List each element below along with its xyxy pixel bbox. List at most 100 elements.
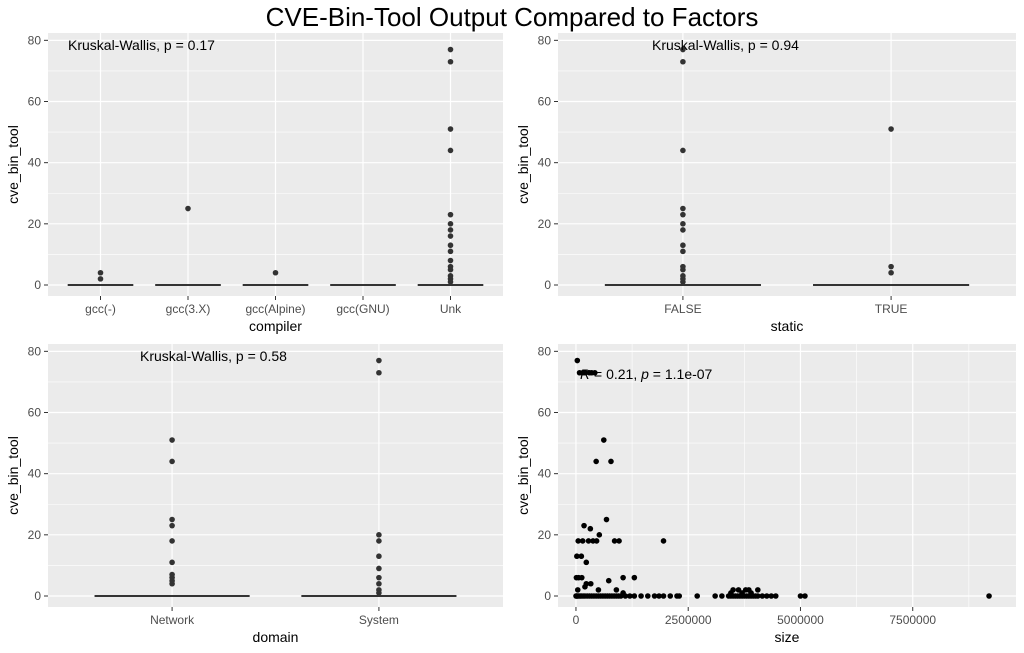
y-axis-label: cve_bin_tool <box>515 125 531 204</box>
y-tick-label: 60 <box>28 406 42 420</box>
y-tick-label: 20 <box>28 528 42 542</box>
x-tick-label: 7500000 <box>889 613 936 627</box>
y-tick-label: 40 <box>538 467 552 481</box>
scatter-point <box>575 538 582 544</box>
scatter-point <box>622 593 629 599</box>
scatter-point <box>660 538 667 544</box>
scatter-point <box>694 593 700 599</box>
stat-annotation-annotation: = 0.21, <box>590 366 641 382</box>
y-tick-label: 80 <box>538 344 552 358</box>
outlier-point <box>447 273 454 279</box>
scatter-point <box>582 584 588 590</box>
scatter-point <box>578 574 585 581</box>
scatter-point <box>611 538 618 544</box>
outlier-point <box>447 248 454 255</box>
scatter-point <box>574 587 581 593</box>
x-tick-label: gcc(GNU) <box>336 302 389 316</box>
outlier-point <box>447 126 454 132</box>
y-tick-label: 40 <box>538 156 552 170</box>
scatter-point <box>712 593 718 599</box>
scatter-point <box>638 593 644 599</box>
scatter-point <box>627 593 633 599</box>
scatter-point <box>645 593 651 599</box>
outlier-point <box>888 269 894 276</box>
outlier-point <box>447 233 454 239</box>
stat-annotation-annotation-r: R <box>580 366 590 382</box>
y-tick-label: 40 <box>28 156 42 170</box>
outlier-point <box>169 516 175 523</box>
y-tick-label: 60 <box>538 95 552 109</box>
scatter-point <box>583 559 590 566</box>
outlier-point <box>376 587 382 593</box>
outlier-point <box>447 242 454 249</box>
panel-background <box>558 344 1016 607</box>
outlier-point <box>680 58 686 65</box>
scatter-point <box>986 593 992 599</box>
panels: 0 20 40 60 80 cve_bin_tool compiler gcc(-) gcc(3… <box>5 33 1016 645</box>
scatter-point <box>768 593 775 599</box>
scatter-point <box>660 593 667 599</box>
outlier-point <box>97 276 104 282</box>
outlier-point <box>447 211 454 218</box>
scatter-point <box>763 593 770 599</box>
x-tick-label: gcc(Alpine) <box>245 302 305 316</box>
y-tick-label: 0 <box>544 589 551 603</box>
outlier-point <box>169 437 175 443</box>
scatter-point <box>656 593 662 599</box>
outlier-point <box>97 269 104 276</box>
scatter-point <box>601 437 607 443</box>
y-tick-label: 80 <box>28 33 42 47</box>
scatter-point <box>608 458 614 465</box>
outlier-point <box>376 538 382 544</box>
x-tick-label: Unk <box>440 302 462 316</box>
scatter-point <box>587 525 594 532</box>
x-tick-label: TRUE <box>875 302 908 316</box>
outlier-point <box>376 532 382 538</box>
outlier-point <box>376 369 382 376</box>
outlier-point <box>680 263 686 270</box>
scatter-point <box>581 522 587 529</box>
scatter-point <box>676 593 683 599</box>
outlier-point <box>888 126 894 132</box>
scatter-point <box>587 580 594 587</box>
scatter-point <box>593 538 600 544</box>
outlier-point <box>376 357 382 364</box>
y-axis-label: cve_bin_tool <box>515 436 531 515</box>
scatter-point <box>582 369 588 376</box>
outlier-point <box>169 538 175 544</box>
outlier-point <box>680 221 686 227</box>
y-tick-label: 0 <box>34 278 41 292</box>
outlier-point <box>169 522 175 529</box>
outlier-point <box>272 269 279 276</box>
scatter-point <box>574 553 580 560</box>
x-axis-label: compiler <box>249 318 302 334</box>
scatter-point <box>596 532 603 538</box>
stat-annotation: Kruskal-Wallis, p = 0.94 <box>652 37 799 53</box>
scatter-point <box>631 593 638 599</box>
outlier-point <box>447 227 454 233</box>
y-tick-label: 20 <box>538 528 552 542</box>
scatter-point <box>574 357 581 364</box>
scatter-point <box>802 593 808 599</box>
outlier-point <box>376 580 382 587</box>
y-tick-label: 60 <box>28 95 42 109</box>
scatter-point <box>772 593 779 599</box>
y-tick-label: 0 <box>544 278 551 292</box>
scatter-point <box>755 587 761 593</box>
y-tick-label: 40 <box>28 467 42 481</box>
outlier-point <box>169 571 175 578</box>
outlier-point <box>169 458 175 465</box>
outlier-point <box>376 574 382 581</box>
outlier-point <box>376 553 382 560</box>
y-tick-label: 60 <box>538 406 552 420</box>
outlier-point <box>680 227 686 233</box>
scatter-point <box>578 553 585 560</box>
outlier-point <box>447 263 454 270</box>
x-tick-label: gcc(3.X) <box>166 302 211 316</box>
outlier-point <box>447 221 454 227</box>
scatter-point <box>651 593 658 599</box>
outlier-point <box>680 248 686 255</box>
